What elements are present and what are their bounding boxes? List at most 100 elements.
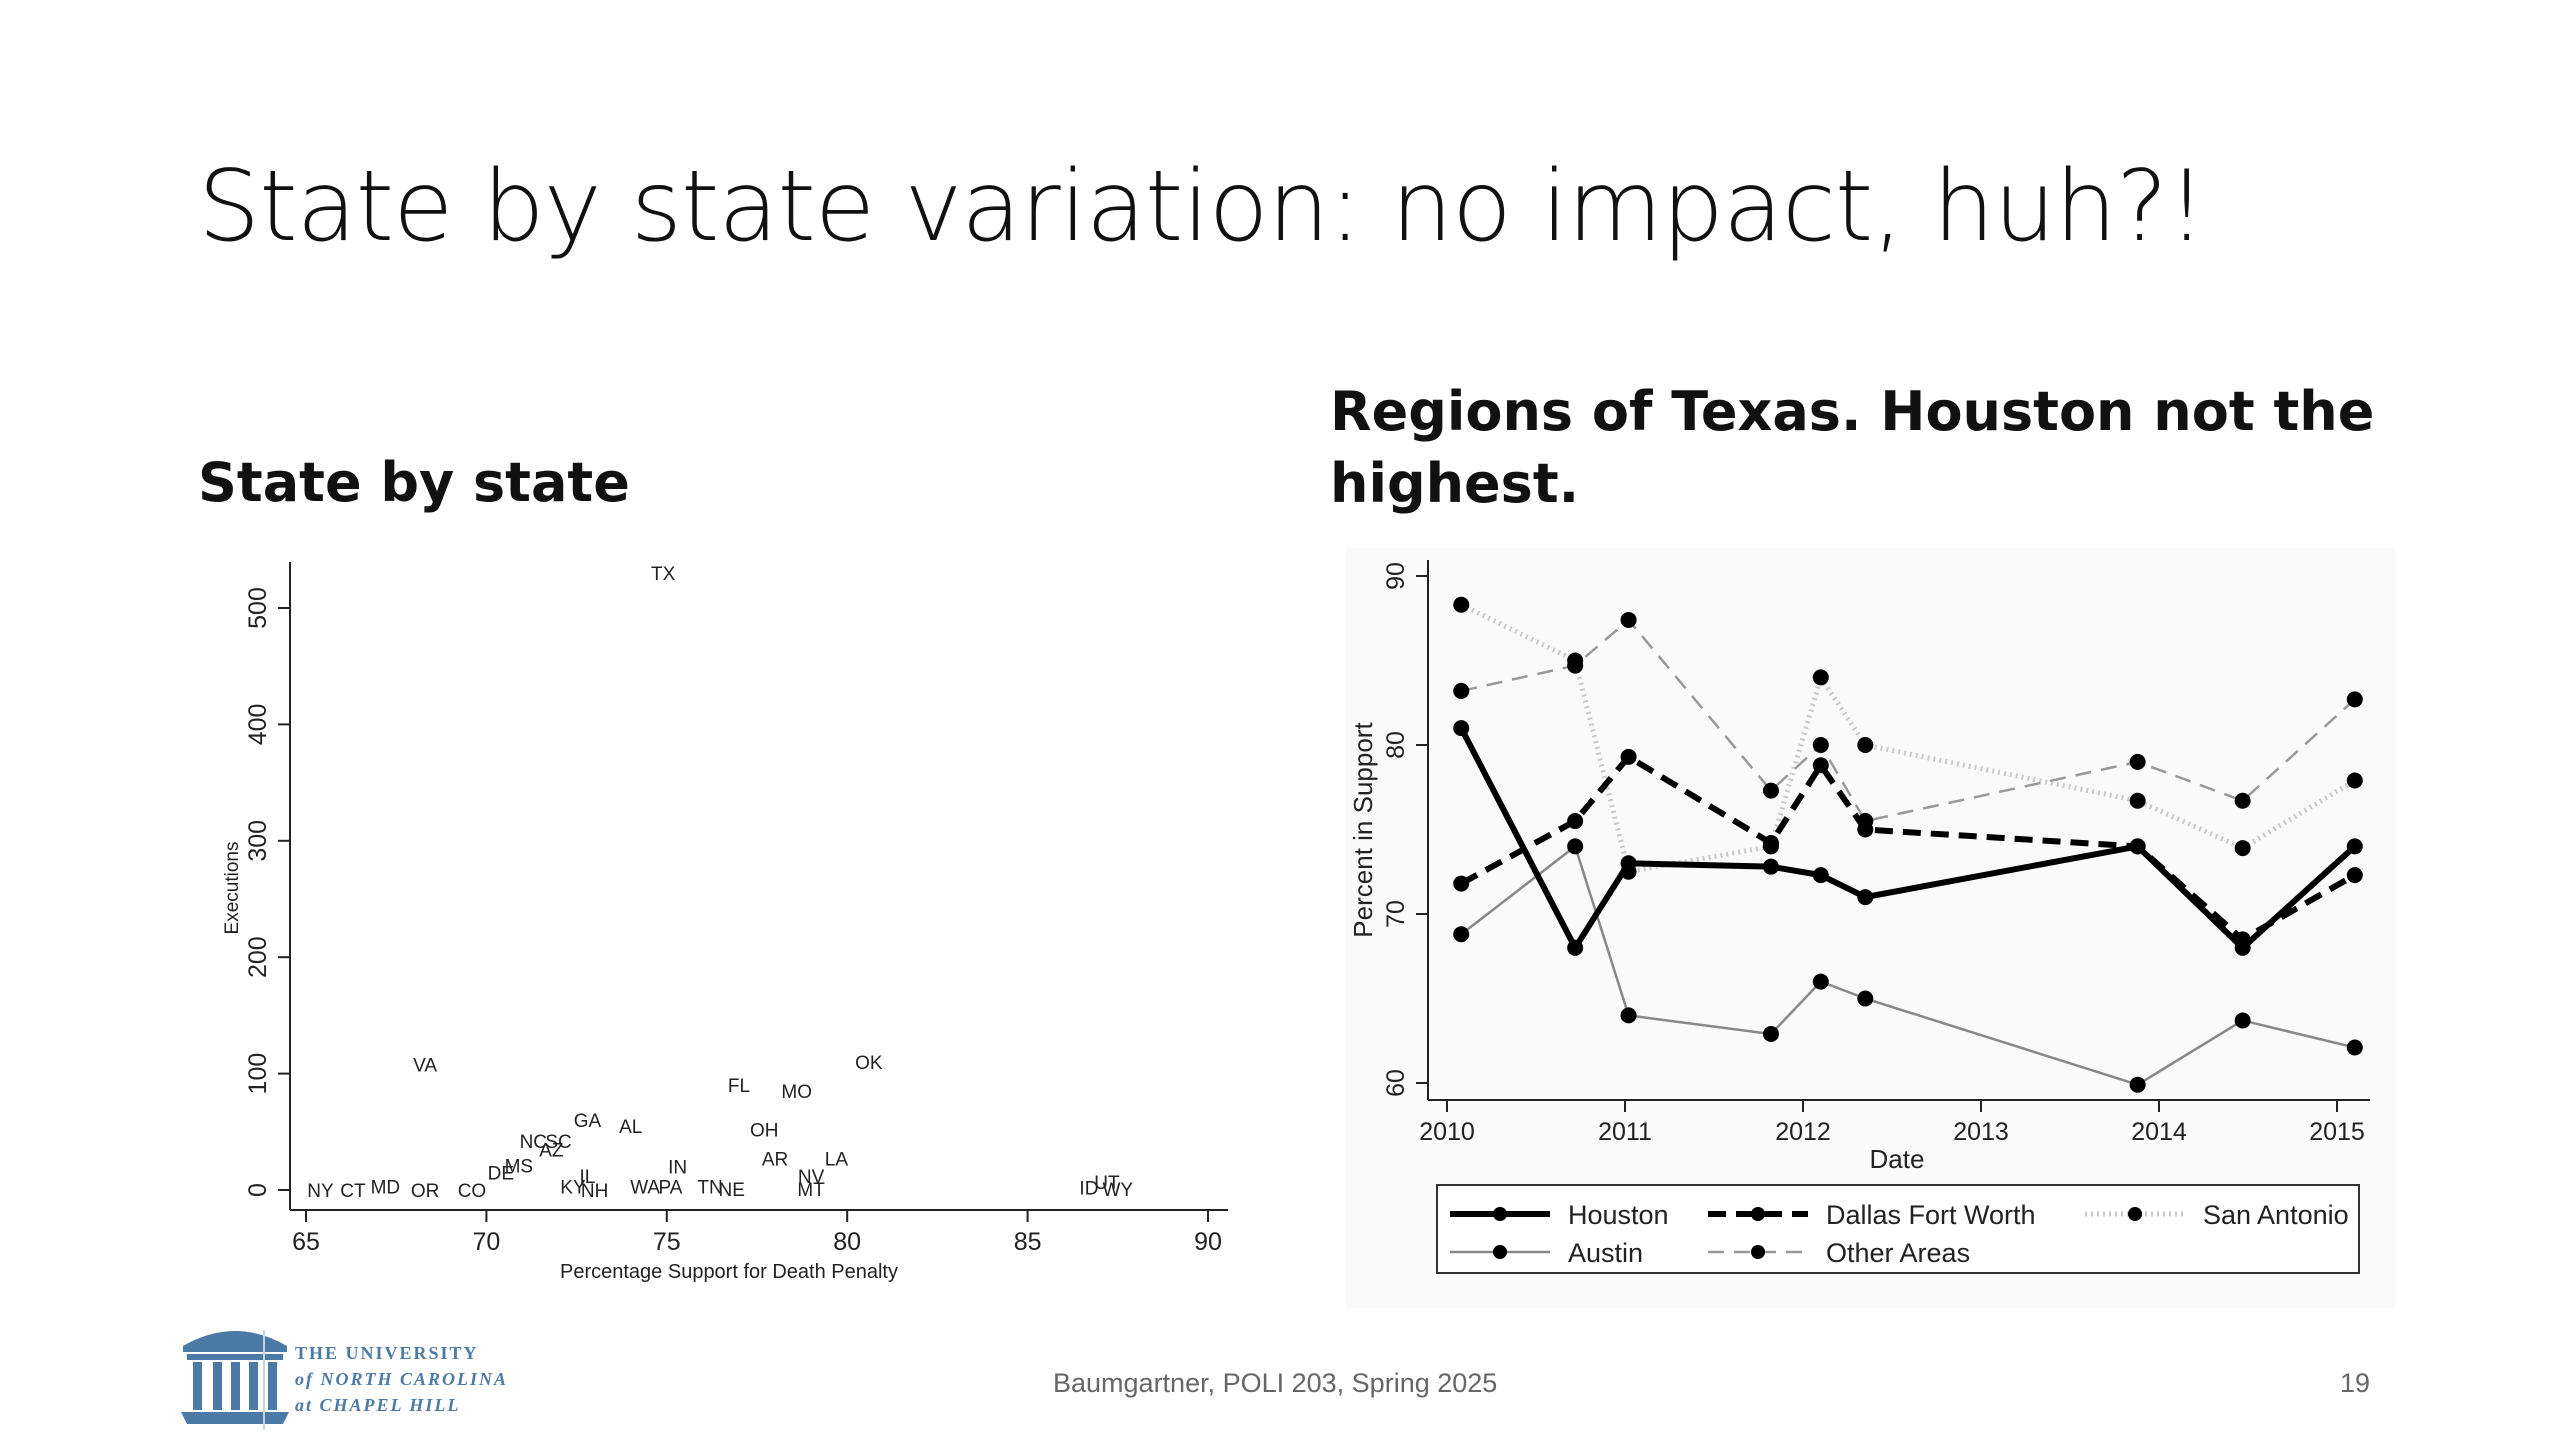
state-point-label: TN [697, 1178, 722, 1199]
legend-label: Austin [1568, 1238, 1643, 1268]
data-point-san-antonio [2234, 840, 2251, 857]
data-point-other-areas [1762, 782, 1779, 799]
data-point-houston [1762, 858, 1779, 875]
state-point-label: IN [668, 1158, 687, 1179]
legend-label: San Antonio [2203, 1200, 2349, 1230]
data-point-austin [1857, 990, 1874, 1007]
data-point-houston [1620, 855, 1637, 872]
state-point-label: NY [307, 1181, 334, 1202]
data-point-austin [2346, 1039, 2363, 1056]
state-point-label: PA [658, 1178, 682, 1199]
right-chart-title-line2: highest. [1330, 452, 1580, 515]
data-point-other-areas [1453, 682, 1470, 699]
x-tick-label: 2010 [1419, 1118, 1475, 1146]
state-point-label: MS [505, 1157, 534, 1178]
data-point-dallas-fort-worth [2346, 867, 2363, 884]
data-point-austin [1567, 838, 1584, 855]
state-point-label: VA [413, 1055, 437, 1076]
y-tick-label: 100 [244, 1053, 272, 1095]
data-point-san-antonio [1453, 596, 1470, 613]
data-point-austin [1762, 1025, 1779, 1042]
data-point-san-antonio [1812, 669, 1829, 686]
data-point-houston [1453, 720, 1470, 737]
series-line-san-antonio [1460, 602, 2357, 875]
legend-box [1436, 1184, 2360, 1274]
x-tick-label: 2014 [2131, 1118, 2187, 1146]
x-tick-label: 2012 [1775, 1118, 1831, 1146]
state-point-label: OK [855, 1053, 883, 1074]
legend-label: Other Areas [1826, 1238, 1970, 1268]
state-point-label: OR [411, 1181, 440, 1202]
slide-title: State by state variation: no impact, huh… [198, 150, 2206, 264]
state-point-label: MO [781, 1082, 812, 1103]
state-point-label: UT [1094, 1173, 1120, 1194]
state-point-label: AR [762, 1150, 788, 1171]
y-tick-label: 300 [244, 820, 272, 862]
x-tick-label: 2015 [2309, 1118, 2365, 1146]
left-chart-title: State by state [198, 451, 630, 514]
state-point-label: GA [574, 1111, 602, 1132]
page-number: 19 [2340, 1368, 2371, 1398]
logo-line-1: THE UNIVERSITY [295, 1343, 479, 1363]
data-point-dallas-fort-worth [1453, 875, 1470, 892]
data-point-houston [2346, 838, 2363, 855]
data-point-houston [1567, 939, 1584, 956]
state-point-label: ID [1079, 1179, 1098, 1200]
x-tick-label: 85 [1014, 1228, 1042, 1256]
state-point-label: NH [581, 1181, 608, 1202]
state-point-label: NC [520, 1132, 547, 1153]
data-point-other-areas [2234, 792, 2251, 809]
y-tick-label: 200 [244, 936, 272, 978]
logo-line-3: at CHAPEL HILL [295, 1395, 461, 1415]
y-tick-label: 500 [244, 587, 272, 629]
y-tick-label: 80 [1382, 731, 1410, 759]
legend-marker [1493, 1207, 1507, 1221]
right-chart-title-line1: Regions of Texas. Houston not the [1330, 380, 2375, 443]
y-tick-label: 60 [1382, 1069, 1410, 1097]
state-point-label: CO [458, 1181, 487, 1202]
x-axis-title: Date [1870, 1144, 1925, 1174]
state-point-label: WY [1102, 1180, 1133, 1201]
legend-marker [1751, 1207, 1765, 1221]
y-axis-title: Percent in Support [1348, 722, 1378, 938]
data-point-austin [2234, 1012, 2251, 1029]
footer-citation: Baumgartner, POLI 203, Spring 2025 [1053, 1368, 1498, 1398]
y-tick-label: 400 [244, 704, 272, 746]
data-point-san-antonio [2346, 772, 2363, 789]
state-point-label: AL [619, 1117, 642, 1138]
data-point-austin [1812, 973, 1829, 990]
right-chart-title: Regions of Texas. Houston not the highes… [1330, 376, 2430, 520]
x-tick-label: 2013 [1953, 1118, 2009, 1146]
state-point-label: CT [340, 1181, 366, 1202]
data-point-dallas-fort-worth [1567, 813, 1584, 830]
data-point-austin [1453, 926, 1470, 943]
x-tick-label: 90 [1194, 1228, 1222, 1256]
state-point-label: SC [545, 1132, 571, 1153]
x-tick-label: 80 [833, 1228, 861, 1256]
x-tick-label: 70 [472, 1228, 500, 1256]
x-tick-label: 65 [292, 1228, 320, 1256]
state-point-label: NE [719, 1180, 745, 1201]
data-point-dallas-fort-worth [1620, 748, 1637, 765]
data-point-austin [2129, 1076, 2146, 1093]
state-point-label: KY [560, 1178, 586, 1199]
data-point-dallas-fort-worth [1857, 821, 1874, 838]
data-point-houston [1812, 867, 1829, 884]
y-tick-label: 90 [1382, 562, 1410, 590]
y-tick-label: 0 [244, 1183, 272, 1197]
unc-logo [175, 1320, 545, 1430]
data-point-san-antonio [2129, 792, 2146, 809]
texas-regions-line-chart: 2010 2011 2012 2013 2014 2015 60 70 80 90 Date Perc… [1348, 560, 2370, 1274]
data-point-other-areas [2346, 691, 2363, 708]
data-point-other-areas [1567, 657, 1584, 674]
legend-marker [1751, 1245, 1765, 1259]
old-well-icon [181, 1331, 289, 1424]
data-point-houston [2234, 939, 2251, 956]
logo-line-2: of NORTH CAROLINA [295, 1369, 509, 1389]
state-point-label: WA [630, 1178, 660, 1199]
data-point-other-areas [1620, 611, 1637, 628]
x-tick-label: 75 [653, 1228, 681, 1256]
legend-marker [1493, 1245, 1507, 1259]
data-point-other-areas [1812, 737, 1829, 753]
data-point-dallas-fort-worth [1812, 757, 1829, 774]
